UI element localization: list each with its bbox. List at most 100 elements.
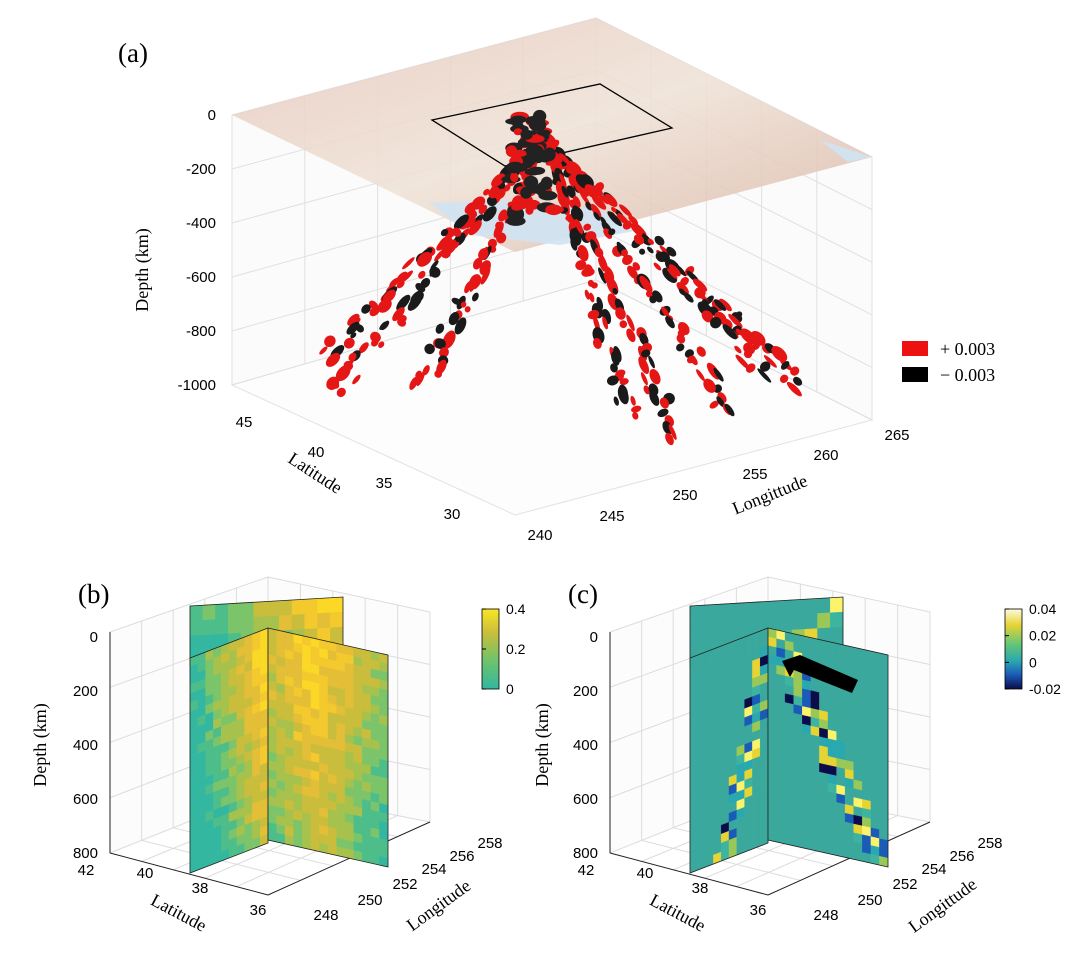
isosurface-blob	[468, 220, 482, 236]
panel-b: (b) 0 200 400 600 800 36 38 40 42 248 250 252254256…	[30, 576, 526, 936]
isosurface-blob	[632, 411, 639, 420]
y-tick-label: 38	[692, 880, 709, 897]
isosurface-blob	[503, 184, 511, 192]
isosurface-blob	[319, 346, 328, 355]
isosurface-blob	[647, 238, 654, 245]
panel-b-slices	[189, 596, 389, 874]
isosurface-blob	[486, 196, 497, 207]
isosurface-blob	[665, 432, 674, 446]
isosurface-blob	[496, 232, 507, 244]
isosurface-blob	[346, 321, 360, 335]
isosurface-blob	[520, 186, 532, 199]
panel-c: (c) 0 200 400 600 800 36 38 40 42 248 250 252254256…	[532, 576, 1061, 936]
isosurface-blob	[710, 317, 722, 329]
slice-cell	[689, 635, 703, 652]
isosurface-blob	[529, 119, 547, 132]
isosurface-blob	[464, 306, 471, 313]
isosurface-blob	[607, 211, 622, 227]
x-tick-label: 260	[813, 447, 838, 464]
isosurface-blob	[454, 317, 467, 335]
isosurface-blob	[676, 334, 686, 344]
slice-cell	[189, 635, 204, 652]
isosurface-blob	[780, 361, 790, 370]
isosurface-blob	[598, 252, 609, 271]
z-tick-label: 400	[573, 737, 598, 754]
grid-line	[109, 852, 269, 896]
slice-cell	[830, 596, 844, 614]
isosurface-blob	[581, 268, 592, 277]
isosurface-blob	[619, 204, 632, 217]
slice-cell	[279, 599, 293, 617]
slice-cell	[215, 603, 229, 620]
isosurface-blob	[713, 368, 724, 382]
isosurface-blob	[335, 365, 351, 382]
panel-c-slices	[689, 596, 889, 874]
isosurface-blob	[505, 161, 525, 174]
z-tick-label: 200	[73, 683, 98, 700]
isosurface-blob	[735, 354, 750, 370]
isosurface-blob	[668, 424, 677, 440]
isosurface-blob	[611, 206, 617, 213]
isosurface-blob	[612, 287, 618, 295]
x-tick-label: 250	[357, 892, 382, 909]
slice-cell	[779, 614, 793, 632]
x-tick-label: 256	[949, 848, 974, 865]
slice-cell	[689, 620, 703, 637]
isosurface-blob	[626, 314, 635, 332]
slice-cell	[791, 599, 805, 616]
isosurface-blob	[672, 262, 687, 277]
slice-cell	[240, 602, 255, 619]
slice-cell	[779, 599, 793, 617]
slice-cell	[728, 617, 742, 635]
isosurface-blob	[757, 368, 772, 383]
y-tick-label: 40	[308, 444, 325, 461]
isosurface-blob	[616, 214, 626, 224]
isosurface-blob	[416, 251, 433, 267]
slice-cell	[791, 614, 805, 631]
isosurface-blob	[402, 257, 415, 270]
isosurface-blob	[380, 320, 390, 331]
isosurface-blob	[536, 129, 551, 136]
isosurface-blob	[690, 355, 698, 366]
z-tick-label: -400	[186, 215, 216, 232]
isosurface-blob	[370, 331, 381, 343]
isosurface-blob	[574, 218, 584, 235]
legend-label-positive: + 0.003	[940, 339, 995, 359]
isosurface-blob	[535, 186, 545, 196]
z-tick-label: 600	[73, 791, 98, 808]
slice-cell	[240, 617, 255, 634]
isosurface-blob	[478, 248, 489, 261]
colorbar-tick-label: 0	[1029, 654, 1037, 670]
isosurface-blob	[790, 366, 800, 376]
z-tick-label: 800	[73, 845, 98, 862]
z-tick-label: -200	[186, 161, 216, 178]
isosurface-blob	[606, 375, 619, 386]
isosurface-blob	[786, 381, 802, 397]
isosurface-blob	[743, 349, 753, 359]
isosurface-blob	[397, 318, 407, 327]
panel-c-colorbar-bar	[1004, 608, 1023, 690]
isosurface-blob	[324, 335, 336, 348]
x-tick-label: 248	[313, 907, 338, 924]
x-tick-label: 254	[921, 861, 946, 878]
isosurface-blob	[703, 378, 716, 393]
isosurface-blob	[734, 345, 742, 354]
x-tick-label: 250	[857, 892, 882, 909]
x-tick-label: 258	[977, 835, 1002, 852]
colorbar-tick-label: 0.4	[506, 601, 526, 617]
isosurface-blob	[434, 338, 446, 349]
isosurface-blob	[676, 343, 685, 352]
isosurface-blob	[648, 355, 655, 369]
isosurface-blob	[583, 223, 592, 231]
slice-cell	[830, 611, 844, 629]
isosurface-blob	[409, 376, 418, 390]
y-tick-label: 36	[750, 902, 767, 919]
panel-a-zlabel: Depth (km)	[132, 228, 153, 311]
isosurface-blob	[719, 298, 732, 312]
panel-c-zlabel: Depth (km)	[532, 703, 553, 786]
panel-c-colorbar: 0.04 0.02 0 -0.02	[1004, 601, 1061, 697]
isosurface-blob	[591, 282, 598, 289]
isosurface-blob	[647, 246, 654, 254]
isosurface-blob	[472, 292, 479, 302]
